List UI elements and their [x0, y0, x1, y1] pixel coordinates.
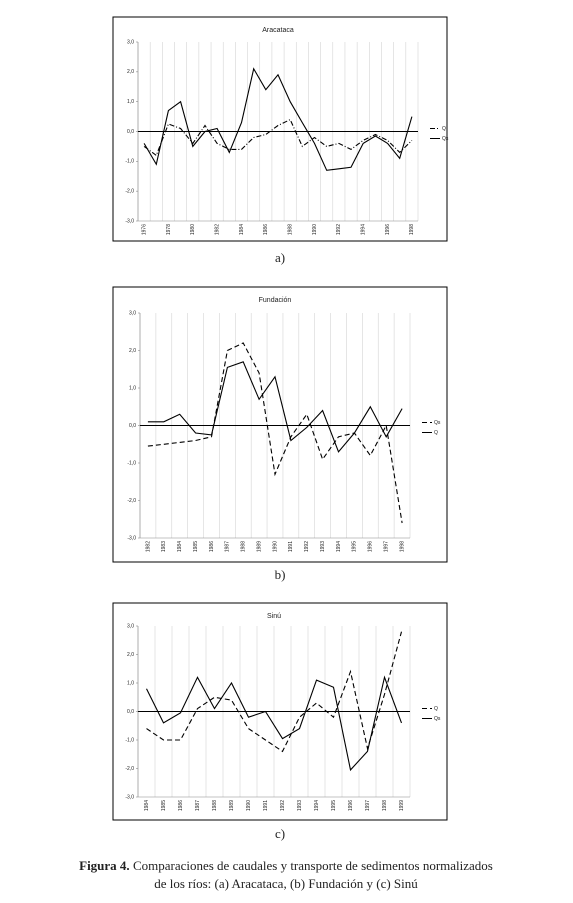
x-tick-label: 1993: [320, 541, 326, 552]
y-tick-label: 0,0: [129, 423, 136, 429]
y-tick-label: 1,0: [127, 680, 134, 686]
y-tick-label: -1,0: [125, 737, 134, 743]
y-tick-label: 0,0: [127, 709, 134, 715]
legend-label: Qs: [434, 716, 441, 722]
x-tick-label: 1988: [241, 541, 247, 552]
y-tick-label: -2,0: [125, 766, 134, 772]
chart-title: Sinú: [267, 613, 281, 620]
x-tick-label: 1987: [195, 800, 201, 811]
caption-line: Figura 4. Comparaciones de caudales y tr…: [79, 858, 493, 873]
x-tick-label: 1985: [161, 800, 167, 811]
x-tick-label: 1986: [209, 541, 215, 552]
y-tick-label: -2,0: [125, 188, 134, 194]
x-tick-label: 1988: [288, 224, 294, 235]
x-tick-label: 1984: [177, 541, 183, 552]
x-tick-label: 1982: [214, 224, 220, 235]
x-tick-label: 1991: [288, 541, 294, 552]
y-tick-label: -3,0: [127, 535, 136, 541]
x-tick-label: 1989: [229, 800, 235, 811]
y-tick-label: -2,0: [127, 498, 136, 504]
y-tick-label: 3,0: [127, 39, 134, 45]
x-tick-label: 1990: [312, 224, 318, 235]
data-line: [143, 67, 413, 171]
legend-label: Q: [442, 126, 446, 132]
x-tick-label: 1997: [365, 800, 371, 811]
x-tick-label: 1997: [384, 541, 390, 552]
x-tick-label: 1989: [256, 541, 262, 552]
x-tick-label: 1994: [314, 800, 320, 811]
data-line: [143, 118, 413, 157]
x-tick-label: 1990: [272, 541, 278, 552]
y-tick-label: -3,0: [125, 218, 134, 224]
legend-label: Q: [434, 706, 438, 712]
y-tick-label: 3,0: [127, 623, 134, 629]
x-tick-label: 1998: [409, 224, 415, 235]
x-tick-label: 1980: [190, 224, 196, 235]
x-tick-label: 1991: [263, 800, 269, 811]
y-tick-label: -1,0: [125, 159, 134, 165]
x-tick-label: 1995: [352, 541, 358, 552]
x-tick-label: 1996: [385, 224, 391, 235]
x-tick-label: 1976: [141, 224, 147, 235]
x-tick-label: 1996: [348, 800, 354, 811]
x-tick-label: 1984: [144, 800, 150, 811]
x-tick-label: 1992: [304, 541, 310, 552]
y-tick-label: 2,0: [127, 69, 134, 75]
chart-frame: [112, 602, 448, 821]
x-tick-label: 1999: [399, 800, 405, 811]
data-line: [146, 631, 403, 753]
y-tick-label: -3,0: [125, 794, 134, 800]
panel-label: c): [275, 826, 285, 841]
x-tick-label: 1986: [178, 800, 184, 811]
caption-text: Comparaciones de caudales y transporte d…: [133, 858, 493, 873]
x-tick-label: 1987: [225, 541, 231, 552]
x-tick-label: 1986: [263, 224, 269, 235]
x-tick-label: 1992: [280, 800, 286, 811]
y-tick-label: 3,0: [129, 310, 136, 316]
chart-frame: [112, 16, 448, 242]
x-tick-label: 1982: [145, 541, 151, 552]
x-tick-label: 1996: [368, 541, 374, 552]
y-tick-label: 1,0: [127, 99, 134, 105]
x-tick-label: 1988: [212, 800, 218, 811]
x-tick-label: 1990: [246, 800, 252, 811]
x-tick-label: 1984: [239, 224, 245, 235]
panel-label: b): [275, 567, 286, 582]
x-tick-label: 1983: [161, 541, 167, 552]
y-tick-label: 2,0: [127, 652, 134, 658]
data-line: [147, 361, 403, 453]
x-tick-label: 1978: [166, 224, 172, 235]
legend-label: Qs: [442, 136, 449, 142]
legend-label: Qs: [434, 420, 441, 426]
panel-label: a): [275, 250, 285, 265]
x-tick-label: 1992: [336, 224, 342, 235]
caption-label: Figura 4.: [79, 858, 130, 873]
x-tick-label: 1998: [382, 800, 388, 811]
x-tick-label: 1994: [361, 224, 367, 235]
x-tick-label: 1998: [399, 541, 405, 552]
x-tick-label: 1985: [193, 541, 199, 552]
y-tick-label: 2,0: [129, 348, 136, 354]
x-tick-label: 1993: [297, 800, 303, 811]
data-line: [146, 675, 403, 772]
y-tick-label: 0,0: [127, 129, 134, 135]
caption-line: de los ríos: (a) Aracataca, (b) Fundació…: [154, 876, 418, 891]
chart-title: Fundación: [259, 297, 292, 304]
y-tick-label: -1,0: [127, 460, 136, 466]
x-tick-label: 1995: [331, 800, 337, 811]
y-tick-label: 1,0: [129, 385, 136, 391]
chart-title: Aracataca: [262, 27, 294, 34]
legend-label: Q: [434, 430, 438, 436]
data-line: [147, 342, 403, 524]
chart-frame: [112, 286, 448, 563]
x-tick-label: 1994: [336, 541, 342, 552]
